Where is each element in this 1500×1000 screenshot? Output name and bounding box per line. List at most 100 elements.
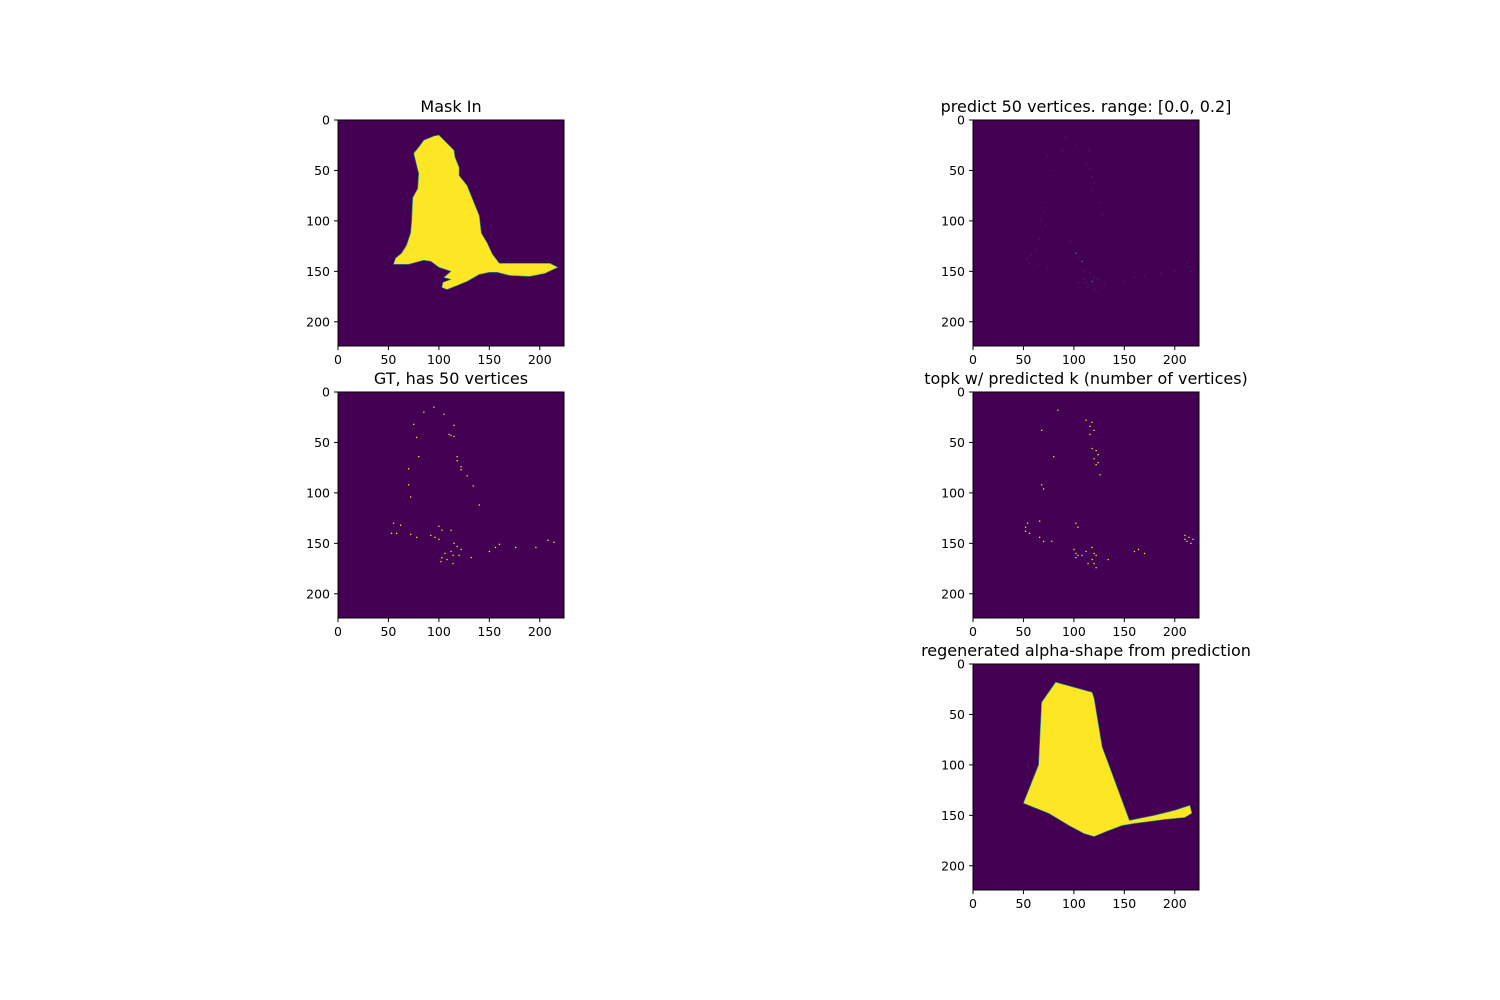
plot-area: 0 50 100 150 200 0 50 100 150 200 [941,657,1200,911]
vertex-point [438,538,440,540]
vertex-point [515,546,517,549]
probability-point [1089,167,1091,169]
y-tick-label: 100 [941,213,965,228]
vertex-point [553,541,555,543]
y-tick-label: 150 [306,536,330,551]
probability-point [1089,272,1091,274]
vertex-point [1095,449,1097,452]
y-tick-label: 100 [306,485,330,500]
y-tick-label: 50 [949,707,965,722]
probability-point [1028,262,1031,264]
probability-peak [1081,260,1083,262]
vertex-point [1093,552,1095,555]
vertex-point [410,496,412,498]
panel-title: Mask In [420,97,481,116]
vertex-point [547,539,549,541]
probability-point [1174,270,1176,272]
plot-area: 0 50 100 150 200 0 50 100 150 200 [306,113,565,367]
vertex-point [1028,532,1031,534]
vertex-point [430,534,432,536]
vertex-point [438,525,440,527]
vertex-point [1075,552,1077,555]
y-tick-label: 100 [941,485,965,500]
x-tick-label: 50 [1015,624,1031,639]
vertex-point [498,543,501,545]
probability-point [1077,282,1079,284]
vertex-point [448,433,450,436]
probability-point [1065,137,1067,139]
vertex-point [408,484,410,486]
x-tick-label: 100 [427,352,451,367]
x-tick-label: 100 [427,624,451,639]
probability-point [1190,270,1192,272]
vertex-point [1133,550,1136,553]
probability-point [1085,163,1087,165]
vertex-point [1053,456,1055,458]
x-tick-label: 150 [477,352,501,367]
plot-area: 0 50 100 150 200 0 50 100 150 200 [941,385,1200,639]
panel-title: predict 50 vertices. range: [0.0, 0.2] [941,97,1232,116]
vertex-point [1073,548,1075,551]
vertex-point [460,469,462,471]
vertex-point [1077,554,1079,557]
probability-point [1091,175,1093,178]
vertex-point [1085,550,1087,553]
y-tick-label: 0 [957,657,965,672]
y-tick-label: 50 [314,163,330,178]
vertex-point [1099,474,1101,476]
vertex-point [1184,538,1186,540]
x-tick-label: 0 [969,352,977,367]
y-tick-label: 50 [314,435,330,450]
axes-frame [337,391,565,619]
panel-predict-vertices: predict 50 vertices. range: [0.0, 0.2] 0… [941,97,1232,367]
y-tick-label: 200 [941,858,965,873]
plot-area: 0 50 100 150 200 0 50 100 150 200 [941,113,1200,367]
y-tick-label: 150 [941,808,965,823]
vertex-point [395,532,398,534]
y-tick-label: 0 [322,113,330,128]
vertex-point [434,536,436,538]
x-tick-label: 100 [1062,352,1086,367]
vertex-point [456,456,458,458]
vertex-point [1085,419,1087,421]
y-tick-label: 50 [949,435,965,450]
panel-mask-in: Mask In 0 50 100 150 200 0 50 100 150 200 [306,97,565,367]
vertex-point [1097,462,1099,464]
probability-point [1085,282,1087,284]
vertex-point [1039,536,1041,538]
y-tick-label: 0 [957,385,965,400]
heatmap-background [338,392,564,618]
vertex-point [1075,556,1077,559]
x-tick-label: 0 [334,352,342,367]
probability-point [1045,224,1047,226]
vertex-point [1091,558,1093,561]
axes-frame [972,663,1200,891]
panel-topk-vertices: topk w/ predicted k (number of vertices)… [924,369,1248,639]
vertex-point [443,413,445,415]
x-tick-label: 200 [528,352,552,367]
vertex-point [1024,526,1027,528]
probability-point [1047,266,1049,268]
probability-point [1030,254,1033,256]
x-tick-label: 150 [1112,896,1136,911]
vertex-point [416,436,418,439]
x-tick-label: 0 [969,624,977,639]
probability-point [1123,280,1125,282]
probability-point [1045,202,1047,204]
probability-point [1143,274,1146,276]
y-tick-label: 200 [306,586,330,601]
x-tick-label: 200 [528,624,552,639]
probability-point [1133,276,1135,278]
vertex-point [440,560,442,563]
probability-point [1077,256,1079,258]
probability-point [1188,266,1190,268]
vertex-point [390,532,393,534]
panel-gt-vertices: GT, has 50 vertices 0 50 100 150 200 0 50 100 15… [306,369,565,639]
vertex-point [1107,558,1109,561]
probability-point [1026,258,1029,260]
probability-point [1083,270,1085,272]
probability-point [1043,212,1045,214]
plot-area: 0 50 100 150 200 0 50 100 150 200 [306,385,565,639]
probability-point [1101,214,1103,216]
